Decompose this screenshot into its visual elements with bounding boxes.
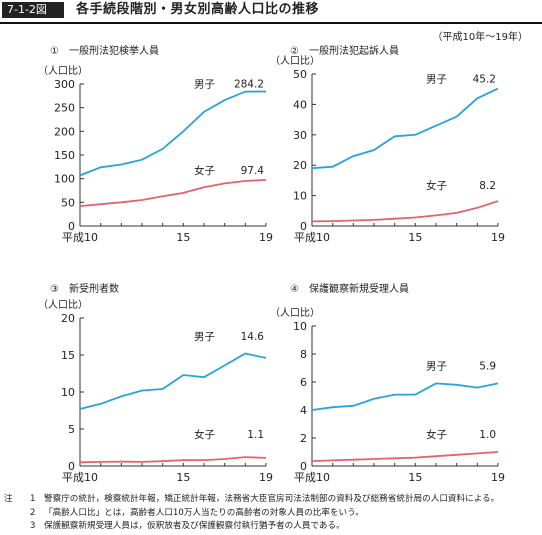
series-line-female — [79, 456, 267, 464]
y-axis-label: （人口比） — [38, 65, 88, 77]
y-tick-label: 5 — [68, 423, 75, 436]
notes-head: 注 — [4, 494, 13, 504]
y-tick-label: 100 — [54, 173, 75, 186]
series-label-female: 女子 — [426, 179, 447, 192]
chart-prosecutions: ② 一般刑法犯起訴人員（人口比） 0 10 20 30 40 50 平成10 15 19 男子 45.… — [270, 44, 505, 244]
x-tick-label: 19 — [491, 231, 505, 244]
end-value-label: 97.4 — [241, 165, 265, 177]
y-axis-label: （人口比） — [38, 299, 88, 311]
y-tick-label: 150 — [54, 149, 75, 162]
end-value-label: 5.9 — [479, 360, 496, 372]
note-row: 3 保護観察新規受理人員は，仮釈放者及び保護観察付執行猶予者の人員である。 — [4, 520, 540, 534]
y-tick-label: 0 — [68, 220, 75, 233]
end-value-label: 45.2 — [473, 74, 496, 86]
y-tick-label: 10 — [293, 190, 307, 203]
y-tick-label: 4 — [300, 404, 307, 417]
note-row: 注 1 警察庁の統計，検察統計年報，矯正統計年報，法務省大臣官房司法法制部の資料… — [4, 493, 540, 507]
end-value-label: 14.6 — [241, 331, 265, 343]
y-tick-label: 2 — [300, 432, 307, 445]
y-tick-label: 40 — [293, 98, 307, 111]
x-tick-label: 15 — [176, 471, 190, 484]
series-label-female: 女子 — [194, 428, 215, 441]
x-tick-label: 平成10 — [62, 231, 98, 244]
y-tick-label: 0 — [300, 460, 307, 473]
y-axis-label: （人口比） — [270, 55, 320, 67]
end-value-label: 1.1 — [247, 429, 264, 441]
x-tick-label: 15 — [408, 231, 422, 244]
note-text: 保護観察新規受理人員は，仮釈放者及び保護観察付執行猶予者の人員である。 — [44, 521, 345, 531]
note-text: 「高齢人口比」とは，高齢者人口10万人当たりの高齢者の対象人員の比率をいう。 — [44, 507, 364, 518]
y-tick-label: 6 — [300, 376, 307, 389]
note-number: 1 — [30, 494, 36, 504]
y-tick-label: 20 — [293, 159, 307, 172]
end-value-label: 1.0 — [479, 429, 496, 441]
series-label-female: 女子 — [426, 428, 447, 441]
note-number: 2 — [30, 507, 36, 518]
end-value-label: 284.2 — [234, 78, 264, 90]
series-line-female — [311, 451, 499, 462]
series-label-male: 男子 — [426, 74, 447, 86]
chart-new-inmates: ③ 新受刑者数 （人口比） 0 5 10 15 20 平成10 15 19 男子 14.6 女子 1.1 — [38, 282, 273, 484]
chart-probation: ④ 保護観察新規受理人員 （人口比） 0 2 4 6 8 10 平成10 15 19 男子 5.9 女子 1… — [270, 282, 505, 484]
y-tick-label: 300 — [54, 78, 75, 91]
y-tick-label: 30 — [293, 129, 307, 142]
chart-title: ④ 保護観察新規受理人員 — [290, 282, 409, 295]
y-tick-label: 8 — [300, 348, 307, 361]
notes: 注 1 警察庁の統計，検察統計年報，矯正統計年報，法務省大臣官房司法法制部の資料… — [4, 493, 540, 534]
y-tick-label: 15 — [61, 349, 75, 362]
x-tick-label: 19 — [259, 471, 273, 484]
chart-title: ② 一般刑法犯起訴人員 — [290, 44, 399, 57]
x-tick-label: 15 — [176, 231, 190, 244]
y-tick-label: 50 — [293, 68, 307, 81]
figure-header: 7-1-2図 各手続段階別・男女別高齢人口比の推移 — [0, 0, 542, 24]
end-value-label: 8.2 — [479, 180, 496, 192]
series-label-female: 女子 — [194, 164, 215, 177]
figure-title: 各手続段階別・男女別高齢人口比の推移 — [76, 2, 320, 17]
y-tick-label: 50 — [61, 196, 75, 209]
y-tick-label: 10 — [293, 320, 307, 333]
note-row: 2 「高齢人口比」とは，高齢者人口10万人当たりの高齢者の対象人員の比率をいう。 — [4, 507, 540, 521]
y-tick-label: 250 — [54, 102, 75, 115]
series-line-male — [79, 352, 267, 410]
series-label-male: 男子 — [426, 360, 447, 372]
x-tick-label: 19 — [259, 231, 273, 244]
x-tick-label: 平成10 — [62, 471, 98, 484]
y-tick-label: 20 — [61, 312, 75, 325]
y-axis-label: （人口比） — [270, 307, 320, 319]
x-tick-label: 19 — [491, 471, 505, 484]
y-tick-label: 0 — [68, 460, 75, 473]
x-tick-label: 平成10 — [294, 471, 330, 484]
series-line-male — [79, 90, 267, 177]
x-tick-label: 平成10 — [294, 231, 330, 244]
figure-number: 7-1-2図 — [2, 2, 64, 18]
y-tick-label: 10 — [61, 386, 75, 399]
y-tick-label: 0 — [300, 220, 307, 233]
chart-title: ① 一般刑法犯検挙人員 — [50, 44, 159, 57]
series-label-male: 男子 — [194, 331, 215, 343]
y-tick-label: 200 — [54, 125, 75, 138]
series-line-male — [311, 87, 499, 170]
series-line-male — [311, 382, 499, 411]
note-text: 警察庁の統計，検察統計年報，矯正統計年報，法務省大臣官房司法法制部の資料及び総務… — [44, 494, 500, 504]
note-number: 3 — [30, 521, 36, 531]
x-tick-label: 15 — [408, 471, 422, 484]
chart-title: ③ 新受刑者数 — [50, 282, 119, 295]
series-line-female — [311, 200, 499, 223]
series-label-male: 男子 — [194, 78, 215, 90]
period-label: （平成10年～19年） — [432, 32, 528, 43]
series-line-female — [79, 179, 267, 207]
chart-arrests: ① 一般刑法犯検挙人員 （人口比） 0 50 100 150 200 250 300 平成10 15… — [38, 44, 273, 244]
